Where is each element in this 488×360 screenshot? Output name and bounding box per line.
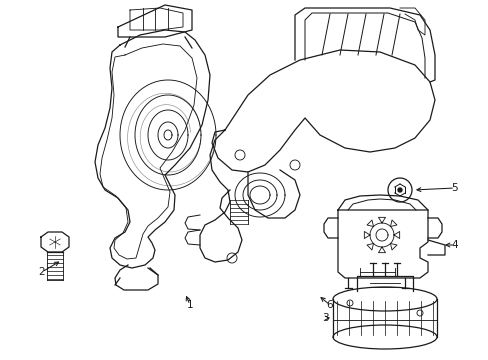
Text: 5: 5 [451,183,457,193]
Text: 3: 3 [321,313,327,323]
Text: 6: 6 [326,300,333,310]
Text: 2: 2 [39,267,45,277]
Text: 1: 1 [186,300,193,310]
Text: 4: 4 [451,240,457,250]
Circle shape [397,188,401,192]
